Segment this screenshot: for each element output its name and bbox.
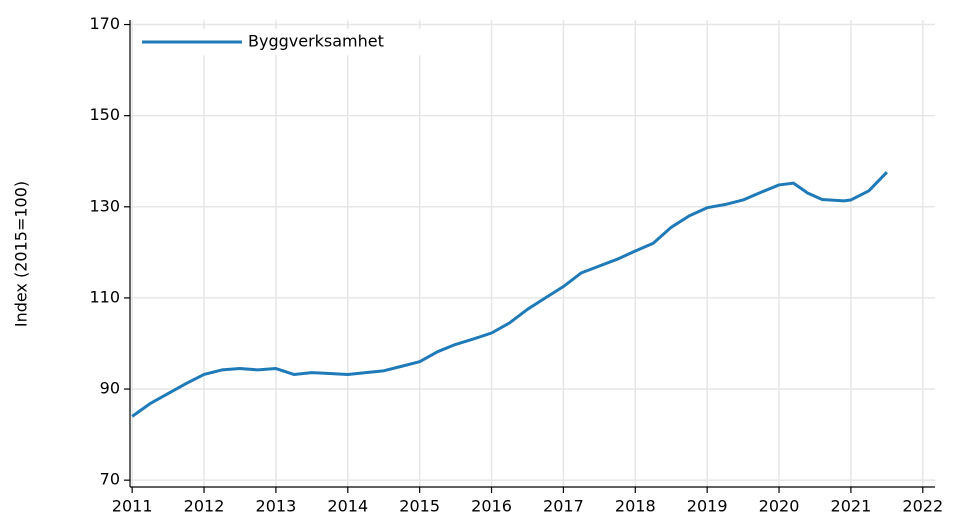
x-tick-label: 2012 — [184, 497, 225, 516]
y-tick-label: 150 — [89, 105, 120, 124]
y-axis-label: Index (2015=100) — [12, 181, 31, 327]
y-tick-label: 90 — [100, 379, 120, 398]
x-tick-label: 2019 — [687, 497, 728, 516]
x-tick-label: 2021 — [831, 497, 872, 516]
x-tick-label: 2011 — [112, 497, 153, 516]
series-line — [131, 171, 888, 418]
x-tick-label: 2020 — [759, 497, 800, 516]
y-tick-label: 70 — [100, 470, 120, 489]
y-tick-label: 110 — [89, 287, 120, 306]
x-tick-label: 2017 — [543, 497, 584, 516]
legend-label: Byggverksamhet — [248, 32, 384, 51]
x-tick-label: 2014 — [327, 497, 368, 516]
x-tick-label: 2015 — [399, 497, 440, 516]
y-tick-label: 130 — [89, 196, 120, 215]
x-tick-label: 2016 — [471, 497, 512, 516]
y-tick-label: 170 — [89, 14, 120, 33]
x-tick-label: 2022 — [902, 497, 943, 516]
x-tick-label: 2013 — [256, 497, 297, 516]
x-tick-label: 2018 — [615, 497, 656, 516]
